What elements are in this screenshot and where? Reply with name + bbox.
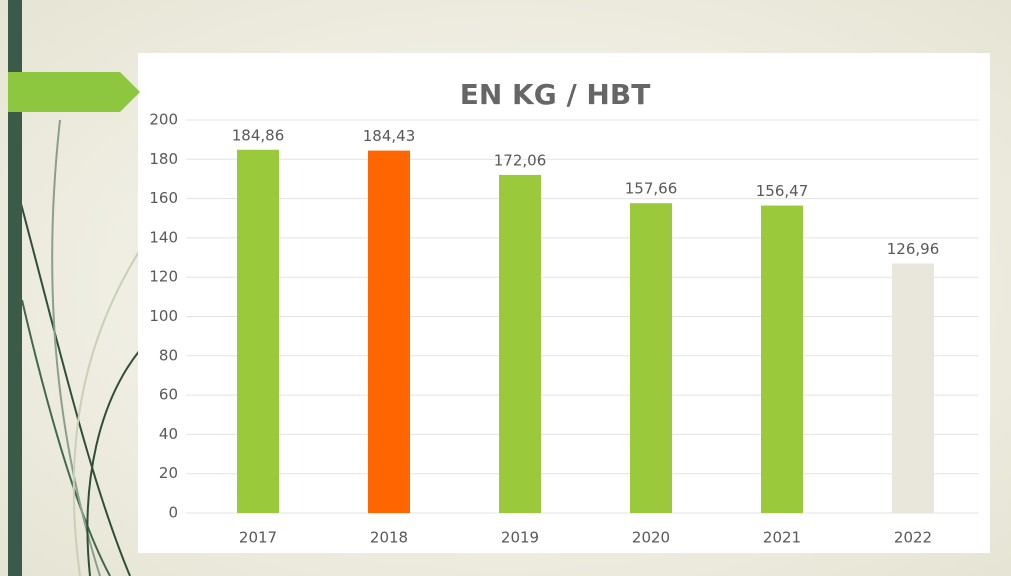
value-label: 172,06 bbox=[494, 151, 547, 169]
bar bbox=[761, 205, 803, 514]
y-tick-label: 40 bbox=[159, 425, 178, 443]
y-tick-label: 0 bbox=[168, 504, 178, 522]
chart-title: EN KG / HBT bbox=[460, 78, 651, 111]
y-tick-label: 160 bbox=[149, 189, 178, 207]
side-strip bbox=[8, 0, 22, 576]
y-tick-label: 80 bbox=[159, 346, 178, 364]
x-tick-label: 2017 bbox=[239, 529, 277, 547]
y-tick-label: 180 bbox=[149, 150, 178, 168]
value-label: 157,66 bbox=[625, 180, 678, 198]
arrow-marker bbox=[8, 72, 140, 112]
y-tick-label: 200 bbox=[149, 111, 178, 129]
bar bbox=[237, 149, 279, 513]
x-tick-label: 2020 bbox=[632, 529, 670, 547]
x-tick-label: 2018 bbox=[370, 529, 408, 547]
x-tick-label: 2022 bbox=[894, 529, 932, 547]
chart-panel bbox=[138, 53, 990, 553]
value-label: 126,96 bbox=[887, 240, 940, 258]
bar bbox=[630, 203, 672, 513]
x-tick-label: 2021 bbox=[763, 529, 801, 547]
value-label: 156,47 bbox=[756, 182, 809, 200]
y-tick-label: 20 bbox=[159, 464, 178, 482]
bar bbox=[368, 150, 410, 514]
value-label: 184,86 bbox=[232, 126, 285, 144]
bar bbox=[892, 263, 934, 513]
bar bbox=[499, 174, 541, 513]
y-tick-label: 120 bbox=[149, 268, 178, 286]
y-tick-label: 140 bbox=[149, 228, 178, 246]
y-tick-label: 60 bbox=[159, 386, 178, 404]
decoration bbox=[19, 119, 141, 576]
y-tick-label: 100 bbox=[149, 307, 178, 325]
value-label: 184,43 bbox=[363, 127, 416, 145]
x-tick-label: 2019 bbox=[501, 529, 539, 547]
